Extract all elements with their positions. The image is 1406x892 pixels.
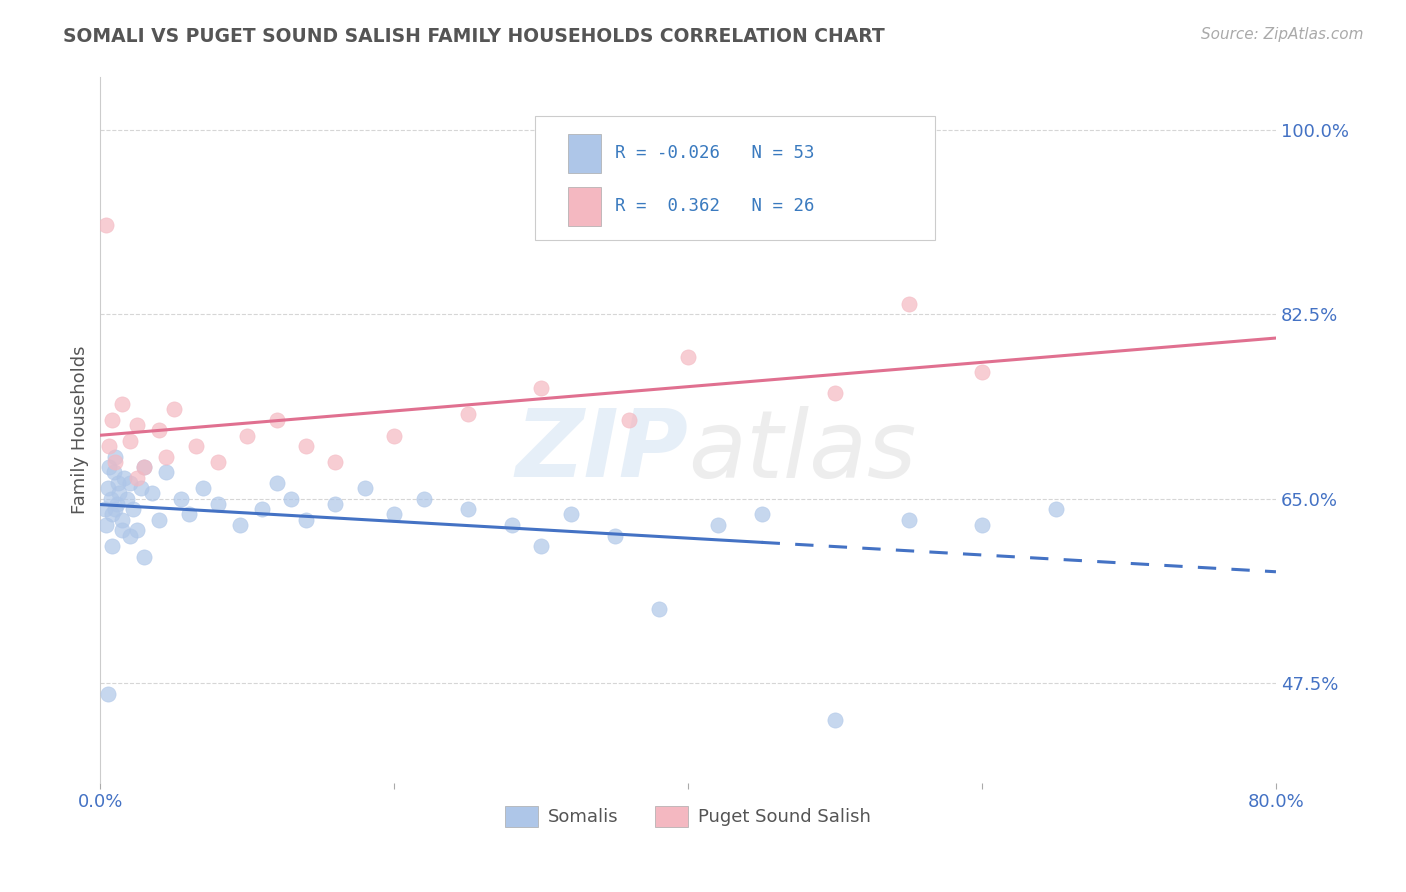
Point	[107, 475, 129, 490]
Point	[131, 481, 153, 495]
Point	[163, 402, 186, 417]
FancyBboxPatch shape	[568, 134, 602, 173]
Point	[250, 502, 273, 516]
Point	[382, 428, 405, 442]
Point	[118, 434, 141, 448]
Point	[118, 528, 141, 542]
Point	[141, 486, 163, 500]
Point	[382, 508, 405, 522]
Point	[101, 413, 124, 427]
Point	[104, 450, 127, 464]
Point	[111, 513, 134, 527]
Point	[104, 502, 127, 516]
Text: R = -0.026   N = 53: R = -0.026 N = 53	[616, 145, 814, 162]
Point	[457, 502, 479, 516]
Point	[98, 439, 121, 453]
Point	[111, 397, 134, 411]
Point	[266, 413, 288, 427]
Point	[134, 460, 156, 475]
Text: SOMALI VS PUGET SOUND SALISH FAMILY HOUSEHOLDS CORRELATION CHART: SOMALI VS PUGET SOUND SALISH FAMILY HOUS…	[63, 27, 884, 45]
Point	[751, 508, 773, 522]
Point	[229, 518, 252, 533]
Point	[706, 518, 728, 533]
Point	[134, 460, 156, 475]
Point	[104, 455, 127, 469]
Point	[101, 508, 124, 522]
Point	[127, 417, 149, 432]
Text: R =  0.362   N = 26: R = 0.362 N = 26	[616, 197, 814, 215]
Point	[970, 365, 993, 379]
Point	[134, 549, 156, 564]
Point	[824, 713, 846, 727]
Point	[193, 481, 215, 495]
Point	[148, 423, 170, 437]
Point	[897, 513, 920, 527]
Point	[112, 470, 135, 484]
Point	[98, 460, 121, 475]
Point	[94, 502, 117, 516]
Point	[155, 466, 177, 480]
Point	[266, 475, 288, 490]
Point	[207, 497, 229, 511]
Point	[207, 455, 229, 469]
Point	[530, 539, 553, 553]
Point	[148, 513, 170, 527]
Point	[280, 491, 302, 506]
Point	[236, 428, 259, 442]
Legend: Somalis, Puget Sound Salish: Somalis, Puget Sound Salish	[498, 798, 879, 834]
Point	[177, 508, 200, 522]
Point	[127, 470, 149, 484]
Point	[325, 455, 347, 469]
Point	[501, 518, 523, 533]
Point	[560, 508, 582, 522]
Point	[824, 386, 846, 401]
Point	[118, 475, 141, 490]
Point	[97, 686, 120, 700]
Point	[105, 497, 128, 511]
Point	[897, 297, 920, 311]
Point	[354, 481, 377, 495]
Point	[970, 518, 993, 533]
Text: Source: ZipAtlas.com: Source: ZipAtlas.com	[1201, 27, 1364, 42]
Y-axis label: Family Households: Family Households	[72, 346, 89, 515]
Point	[121, 502, 143, 516]
FancyBboxPatch shape	[568, 186, 602, 226]
Point	[457, 408, 479, 422]
Point	[111, 523, 134, 537]
Point	[101, 539, 124, 553]
Point	[325, 497, 347, 511]
Point	[155, 450, 177, 464]
Point	[115, 491, 138, 506]
Point	[108, 486, 131, 500]
Point	[97, 481, 120, 495]
Point	[100, 491, 122, 506]
Point	[96, 518, 118, 533]
Point	[170, 491, 193, 506]
Text: ZIP: ZIP	[515, 405, 688, 498]
Point	[676, 350, 699, 364]
Point	[619, 413, 641, 427]
Point	[96, 218, 118, 232]
Point	[1045, 502, 1067, 516]
Point	[127, 523, 149, 537]
FancyBboxPatch shape	[536, 116, 935, 240]
Point	[103, 466, 125, 480]
Point	[412, 491, 434, 506]
Point	[184, 439, 207, 453]
Point	[295, 513, 318, 527]
Point	[603, 528, 626, 542]
Point	[648, 602, 671, 616]
Point	[530, 381, 553, 395]
Point	[295, 439, 318, 453]
Text: atlas: atlas	[688, 406, 917, 497]
